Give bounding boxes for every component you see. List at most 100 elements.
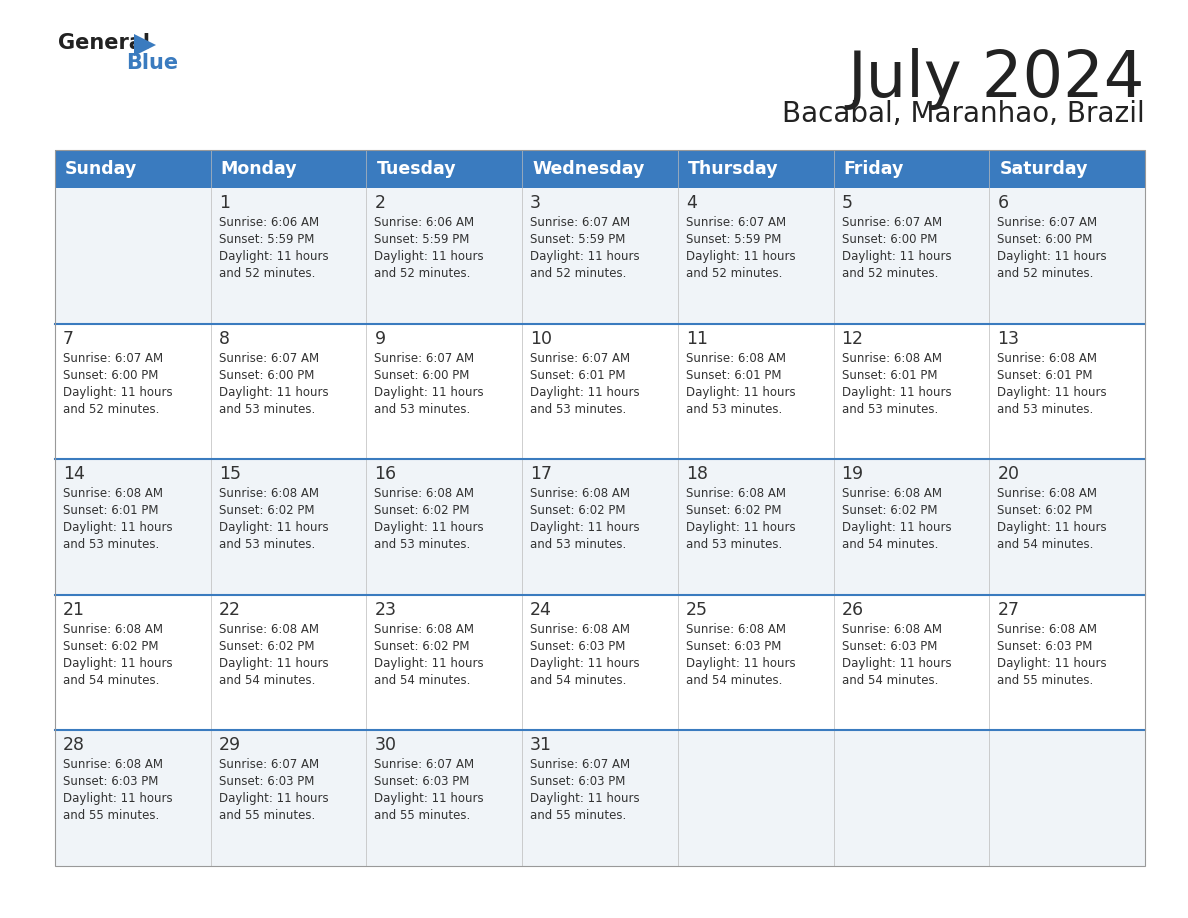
Text: Daylight: 11 hours: Daylight: 11 hours bbox=[374, 250, 484, 263]
Text: Thursday: Thursday bbox=[688, 160, 778, 178]
Bar bbox=[990, 459, 1145, 595]
Text: Sunrise: 6:08 AM: Sunrise: 6:08 AM bbox=[63, 758, 163, 771]
Text: Sunset: 5:59 PM: Sunset: 5:59 PM bbox=[374, 233, 469, 246]
Bar bbox=[834, 731, 990, 866]
Text: 26: 26 bbox=[841, 600, 864, 619]
Text: Sunrise: 6:07 AM: Sunrise: 6:07 AM bbox=[374, 758, 474, 771]
Text: Daylight: 11 hours: Daylight: 11 hours bbox=[530, 250, 640, 263]
Bar bbox=[210, 459, 366, 595]
Text: Sunset: 6:02 PM: Sunset: 6:02 PM bbox=[685, 504, 782, 517]
Text: 16: 16 bbox=[374, 465, 397, 483]
Text: Sunrise: 6:07 AM: Sunrise: 6:07 AM bbox=[530, 216, 631, 229]
Text: and 55 minutes.: and 55 minutes. bbox=[374, 810, 470, 823]
Text: and 52 minutes.: and 52 minutes. bbox=[685, 267, 782, 280]
Text: Sunrise: 6:08 AM: Sunrise: 6:08 AM bbox=[685, 622, 785, 636]
Text: Daylight: 11 hours: Daylight: 11 hours bbox=[374, 792, 484, 805]
Text: and 53 minutes.: and 53 minutes. bbox=[685, 403, 782, 416]
Text: Sunrise: 6:08 AM: Sunrise: 6:08 AM bbox=[374, 622, 474, 636]
Bar bbox=[523, 188, 678, 324]
Text: 20: 20 bbox=[997, 465, 1019, 483]
Bar bbox=[834, 324, 990, 459]
Bar bbox=[523, 324, 678, 459]
Text: Sunset: 6:03 PM: Sunset: 6:03 PM bbox=[63, 776, 158, 789]
Text: 31: 31 bbox=[530, 736, 552, 755]
Text: Daylight: 11 hours: Daylight: 11 hours bbox=[63, 656, 172, 670]
Text: Sunset: 6:02 PM: Sunset: 6:02 PM bbox=[63, 640, 158, 653]
Text: Daylight: 11 hours: Daylight: 11 hours bbox=[63, 521, 172, 534]
Text: Daylight: 11 hours: Daylight: 11 hours bbox=[685, 250, 796, 263]
Text: Sunset: 6:02 PM: Sunset: 6:02 PM bbox=[841, 504, 937, 517]
Text: Daylight: 11 hours: Daylight: 11 hours bbox=[841, 521, 952, 534]
Text: Daylight: 11 hours: Daylight: 11 hours bbox=[841, 250, 952, 263]
Text: Wednesday: Wednesday bbox=[532, 160, 645, 178]
Text: and 52 minutes.: and 52 minutes. bbox=[219, 267, 315, 280]
Text: Daylight: 11 hours: Daylight: 11 hours bbox=[219, 386, 328, 398]
Bar bbox=[678, 731, 834, 866]
Text: Saturday: Saturday bbox=[999, 160, 1088, 178]
Text: and 53 minutes.: and 53 minutes. bbox=[530, 403, 626, 416]
Text: Sunrise: 6:07 AM: Sunrise: 6:07 AM bbox=[530, 758, 631, 771]
Text: 25: 25 bbox=[685, 600, 708, 619]
Text: Sunrise: 6:08 AM: Sunrise: 6:08 AM bbox=[63, 487, 163, 500]
Text: and 55 minutes.: and 55 minutes. bbox=[219, 810, 315, 823]
Bar bbox=[678, 595, 834, 731]
Text: 28: 28 bbox=[63, 736, 86, 755]
Text: Sunrise: 6:06 AM: Sunrise: 6:06 AM bbox=[374, 216, 474, 229]
Bar bbox=[834, 188, 990, 324]
Bar bbox=[210, 150, 366, 188]
Text: Daylight: 11 hours: Daylight: 11 hours bbox=[685, 656, 796, 670]
Text: and 54 minutes.: and 54 minutes. bbox=[219, 674, 315, 687]
Text: and 54 minutes.: and 54 minutes. bbox=[374, 674, 470, 687]
Text: and 55 minutes.: and 55 minutes. bbox=[530, 810, 626, 823]
Bar bbox=[523, 150, 678, 188]
Text: Sunrise: 6:07 AM: Sunrise: 6:07 AM bbox=[63, 352, 163, 364]
Bar bbox=[55, 731, 210, 866]
Bar bbox=[366, 459, 523, 595]
Text: Sunrise: 6:08 AM: Sunrise: 6:08 AM bbox=[997, 487, 1098, 500]
Text: Sunset: 6:00 PM: Sunset: 6:00 PM bbox=[374, 369, 469, 382]
Text: and 52 minutes.: and 52 minutes. bbox=[530, 267, 626, 280]
Text: Sunrise: 6:08 AM: Sunrise: 6:08 AM bbox=[997, 622, 1098, 636]
Bar bbox=[55, 324, 210, 459]
Bar bbox=[678, 459, 834, 595]
Bar bbox=[834, 595, 990, 731]
Text: Sunset: 6:03 PM: Sunset: 6:03 PM bbox=[997, 640, 1093, 653]
Bar bbox=[678, 150, 834, 188]
Text: July 2024: July 2024 bbox=[847, 48, 1145, 110]
Text: 29: 29 bbox=[219, 736, 241, 755]
Text: Sunset: 5:59 PM: Sunset: 5:59 PM bbox=[219, 233, 314, 246]
Text: and 53 minutes.: and 53 minutes. bbox=[219, 538, 315, 551]
Text: Sunset: 6:02 PM: Sunset: 6:02 PM bbox=[997, 504, 1093, 517]
Bar bbox=[366, 595, 523, 731]
Text: Daylight: 11 hours: Daylight: 11 hours bbox=[685, 521, 796, 534]
Bar bbox=[55, 595, 210, 731]
Bar bbox=[523, 731, 678, 866]
Text: Sunset: 6:03 PM: Sunset: 6:03 PM bbox=[374, 776, 469, 789]
Text: and 54 minutes.: and 54 minutes. bbox=[63, 674, 159, 687]
Text: and 52 minutes.: and 52 minutes. bbox=[63, 403, 159, 416]
Text: Sunset: 6:02 PM: Sunset: 6:02 PM bbox=[219, 504, 314, 517]
Text: 5: 5 bbox=[841, 194, 853, 212]
Bar bbox=[55, 188, 210, 324]
Text: Sunset: 6:03 PM: Sunset: 6:03 PM bbox=[219, 776, 314, 789]
Text: Sunset: 6:02 PM: Sunset: 6:02 PM bbox=[530, 504, 626, 517]
Text: Sunset: 6:01 PM: Sunset: 6:01 PM bbox=[63, 504, 158, 517]
Text: Sunrise: 6:08 AM: Sunrise: 6:08 AM bbox=[685, 352, 785, 364]
Text: Daylight: 11 hours: Daylight: 11 hours bbox=[219, 656, 328, 670]
Bar bbox=[366, 188, 523, 324]
Text: and 53 minutes.: and 53 minutes. bbox=[997, 403, 1093, 416]
Text: Daylight: 11 hours: Daylight: 11 hours bbox=[63, 386, 172, 398]
Text: 21: 21 bbox=[63, 600, 86, 619]
Text: 3: 3 bbox=[530, 194, 542, 212]
Text: Daylight: 11 hours: Daylight: 11 hours bbox=[841, 386, 952, 398]
Bar bbox=[55, 150, 1145, 866]
Text: Sunrise: 6:08 AM: Sunrise: 6:08 AM bbox=[374, 487, 474, 500]
Text: 13: 13 bbox=[997, 330, 1019, 348]
Text: 11: 11 bbox=[685, 330, 708, 348]
Text: Sunrise: 6:07 AM: Sunrise: 6:07 AM bbox=[841, 216, 942, 229]
Text: Sunset: 5:59 PM: Sunset: 5:59 PM bbox=[685, 233, 782, 246]
Text: and 52 minutes.: and 52 minutes. bbox=[997, 267, 1094, 280]
Text: Sunrise: 6:08 AM: Sunrise: 6:08 AM bbox=[219, 487, 318, 500]
Text: Daylight: 11 hours: Daylight: 11 hours bbox=[997, 521, 1107, 534]
Bar bbox=[678, 324, 834, 459]
